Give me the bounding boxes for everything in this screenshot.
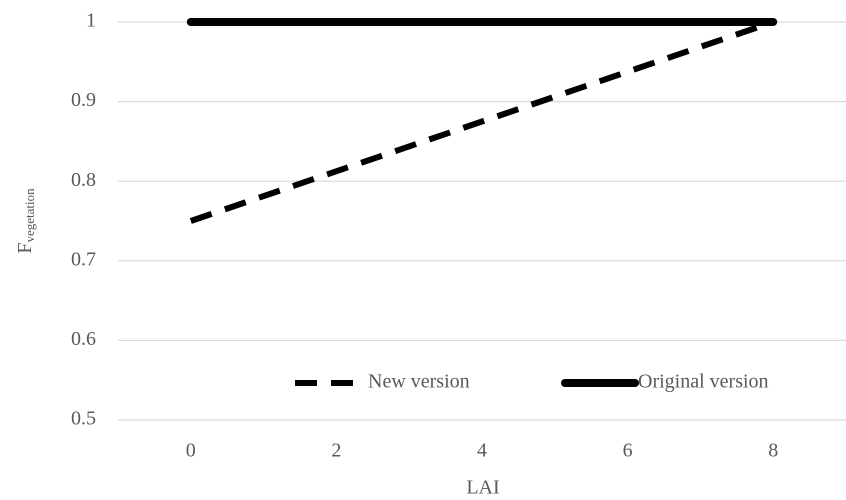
x-tick-label: 4 [477,440,487,462]
y-axis-label: Fvegetation [14,188,37,254]
x-tick-label: 6 [623,440,633,462]
y-tick-label: 0.9 [71,89,96,111]
x-tick-label: 0 [186,440,196,462]
y-tick-label: 0.7 [71,248,96,270]
y-axis-label-subscript: vegetation [22,188,37,243]
x-tick-label: 8 [768,440,778,462]
y-tick-label: 0.6 [71,328,96,350]
legend-label: Original version [638,371,769,393]
y-tick-label: 0.5 [71,408,96,430]
y-tick-label: 1 [86,10,96,32]
x-axis-label: LAI [466,477,499,499]
series-line [189,19,775,224]
legend-label: New version [368,371,470,393]
x-tick-label: 2 [331,440,341,462]
y-tick-label: 0.8 [71,169,96,191]
y-axis-label-main: F [14,243,36,254]
